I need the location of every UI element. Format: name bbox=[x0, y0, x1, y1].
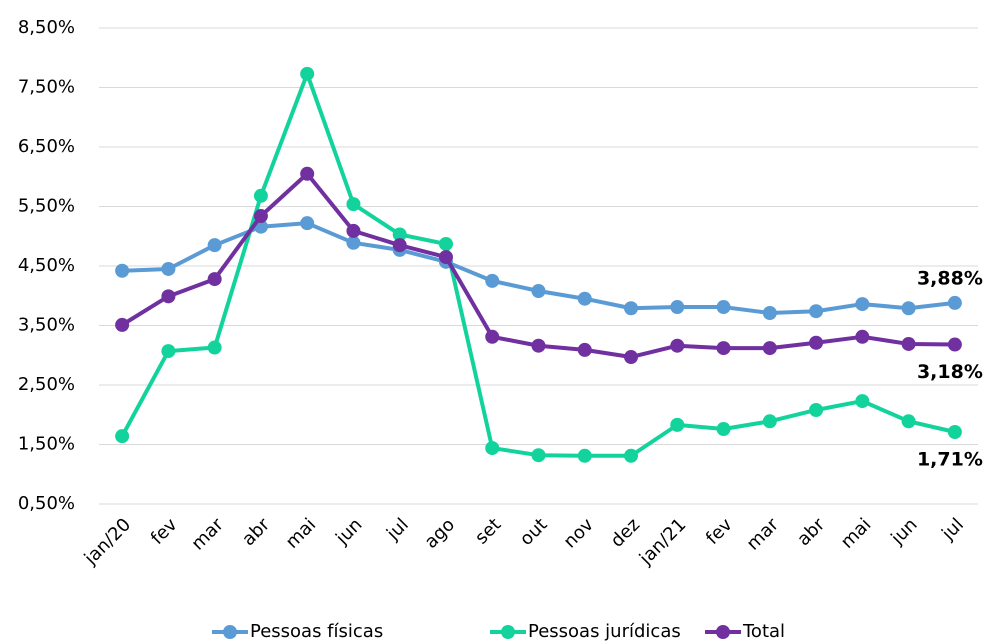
point bbox=[947, 425, 962, 440]
point bbox=[161, 289, 176, 304]
point bbox=[855, 394, 870, 409]
point bbox=[392, 238, 407, 253]
point bbox=[947, 337, 962, 352]
legend-label: Pessoas físicas bbox=[250, 621, 383, 642]
x-tick-label: abr bbox=[238, 514, 274, 550]
point bbox=[716, 300, 731, 315]
point bbox=[438, 250, 453, 265]
value-label: 3,88% bbox=[917, 267, 983, 289]
point bbox=[161, 344, 176, 359]
point bbox=[207, 340, 222, 355]
point bbox=[624, 301, 639, 316]
legend-label: Pessoas jurídicas bbox=[528, 621, 681, 642]
x-tick-label: set bbox=[471, 514, 505, 548]
point bbox=[762, 414, 777, 429]
legend-marker bbox=[501, 625, 515, 639]
y-tick-label: 6,50% bbox=[18, 136, 75, 157]
point bbox=[577, 291, 592, 306]
y-tick-label: 2,50% bbox=[18, 374, 75, 395]
x-tick-label: ago bbox=[421, 514, 460, 553]
point bbox=[300, 66, 315, 81]
point bbox=[670, 338, 685, 353]
point bbox=[901, 301, 916, 316]
point bbox=[485, 441, 500, 456]
x-tick-label: abr bbox=[793, 514, 829, 550]
point bbox=[809, 335, 824, 350]
point bbox=[392, 227, 407, 242]
point bbox=[577, 342, 592, 357]
x-tick-label: fev bbox=[702, 514, 737, 549]
point bbox=[624, 448, 639, 463]
y-tick-label: 7,50% bbox=[18, 77, 75, 98]
x-tick-label: out bbox=[516, 514, 552, 550]
point bbox=[485, 329, 500, 344]
x-tick-label: jun bbox=[331, 514, 366, 549]
point bbox=[438, 236, 453, 251]
point bbox=[161, 261, 176, 276]
point bbox=[855, 329, 870, 344]
point bbox=[809, 304, 824, 319]
x-tick-label: nov bbox=[560, 514, 598, 552]
point bbox=[253, 209, 268, 224]
point bbox=[531, 448, 546, 463]
x-tick-label: mar bbox=[743, 514, 784, 555]
x-tick-label: jul bbox=[382, 514, 413, 545]
legend-marker bbox=[716, 625, 730, 639]
point bbox=[485, 273, 500, 288]
point bbox=[809, 402, 824, 417]
point bbox=[762, 341, 777, 356]
point bbox=[670, 417, 685, 432]
point bbox=[300, 216, 315, 231]
value-label: 3,18% bbox=[917, 361, 983, 383]
point bbox=[577, 448, 592, 463]
y-tick-label: 4,50% bbox=[18, 255, 75, 276]
point bbox=[115, 429, 130, 444]
y-tick-label: 3,50% bbox=[18, 315, 75, 336]
point bbox=[716, 341, 731, 356]
legend-marker bbox=[223, 625, 237, 639]
x-tick-label: mar bbox=[187, 514, 228, 555]
point bbox=[716, 422, 731, 437]
point bbox=[531, 283, 546, 298]
point bbox=[346, 235, 361, 250]
point bbox=[947, 295, 962, 310]
value-label: 1,71% bbox=[917, 449, 983, 471]
x-tick-label: jun bbox=[886, 514, 921, 549]
x-tick-label: dez bbox=[607, 514, 644, 551]
point bbox=[901, 414, 916, 429]
point bbox=[115, 263, 130, 278]
y-tick-label: 5,50% bbox=[18, 196, 75, 217]
x-tick-label: mai bbox=[837, 514, 876, 553]
x-tick-label: jan/21 bbox=[635, 514, 690, 569]
point bbox=[346, 223, 361, 238]
series-line bbox=[121, 171, 955, 360]
x-tick-label: mai bbox=[282, 514, 321, 553]
point bbox=[624, 350, 639, 365]
y-tick-label: 1,50% bbox=[18, 434, 75, 455]
point bbox=[207, 272, 222, 287]
legend-label: Total bbox=[742, 621, 785, 642]
point bbox=[346, 197, 361, 212]
point bbox=[901, 336, 916, 351]
point bbox=[207, 238, 222, 253]
point bbox=[855, 297, 870, 312]
point bbox=[253, 188, 268, 203]
x-tick-label: jan/20 bbox=[80, 514, 135, 569]
point bbox=[300, 166, 315, 181]
point bbox=[115, 317, 130, 332]
y-tick-label: 8,50% bbox=[18, 17, 75, 38]
point bbox=[670, 300, 685, 315]
point bbox=[762, 306, 777, 321]
y-tick-label: 0,50% bbox=[18, 493, 75, 514]
series-line bbox=[120, 71, 956, 458]
point bbox=[531, 338, 546, 353]
x-tick-label: fev bbox=[147, 514, 182, 549]
x-tick-label: jul bbox=[937, 514, 968, 545]
